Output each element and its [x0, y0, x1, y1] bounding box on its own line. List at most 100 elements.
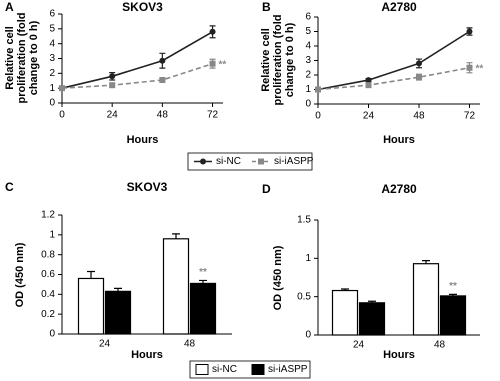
x-tick-label: 0: [315, 111, 321, 122]
y-axis-label: OD (450 nm): [272, 245, 284, 310]
legend-box: [187, 152, 313, 171]
y-tick-label: 0.5: [297, 291, 311, 302]
x-tick-label: 0: [59, 110, 65, 121]
y-tick-label: 1: [305, 253, 311, 264]
bar: [162, 238, 190, 335]
y-tick-label: 4: [49, 38, 55, 49]
y-tick-label: 4: [305, 41, 311, 52]
y-tick-label: 6: [305, 12, 311, 23]
y-axis-label: Relative cell: [260, 28, 272, 92]
x-axis-label: Hours: [127, 134, 159, 146]
y-axis-label: Relative cell: [4, 26, 16, 90]
y-tick-label: 1.5: [297, 215, 311, 226]
y-tick-label: 5: [49, 23, 55, 34]
y-tick-label: 0.6: [41, 269, 55, 280]
marker: [365, 77, 372, 84]
legend-label: si-NC: [212, 364, 237, 375]
marker: [415, 74, 422, 81]
bar: [189, 282, 217, 335]
y-tick-label: 0.8: [41, 249, 55, 260]
error-bar: [172, 233, 180, 239]
y-tick-label: 1: [49, 229, 55, 240]
y-tick-label: 0.4: [41, 289, 55, 300]
x-tick-label: 48: [434, 340, 446, 351]
legend-label: si-iASPP: [274, 156, 314, 167]
bar: [331, 289, 359, 336]
marker: [109, 73, 116, 80]
x-tick-label: 24: [353, 340, 365, 351]
legend-swatch: [195, 364, 209, 375]
marker: [109, 82, 116, 89]
annotation: **: [219, 59, 227, 70]
y-axis-label: proliferation (fold: [272, 14, 284, 105]
marker: [159, 57, 166, 64]
panel-label: C: [5, 180, 14, 194]
marker: [209, 60, 216, 67]
bar: [439, 295, 467, 336]
annotation: **: [449, 281, 457, 292]
bar: [412, 263, 440, 336]
x-tick-label: 48: [413, 111, 425, 122]
y-tick-label: 0: [305, 330, 311, 341]
chart-title: SKOV3: [122, 0, 163, 14]
marker: [209, 28, 216, 35]
y-tick-label: 0: [49, 98, 55, 109]
y-tick-label: 1: [305, 84, 311, 95]
y-tick-label: 0: [49, 329, 55, 340]
x-tick-label: 72: [464, 111, 476, 122]
x-tick-label: 72: [207, 110, 219, 121]
panel-label: A: [5, 0, 14, 14]
y-axis-label: OD (450 nm): [14, 242, 26, 307]
legend-label: si-iASPP: [268, 364, 308, 375]
legend-swatch: [251, 364, 265, 375]
legend-marker: [200, 158, 206, 165]
error-bar: [87, 270, 95, 279]
y-tick-label: 1: [49, 83, 55, 94]
x-tick-label: 48: [184, 339, 196, 350]
y-axis-label: proliferation (fold: [16, 12, 28, 103]
y-tick-label: 3: [49, 53, 55, 64]
marker: [466, 28, 473, 35]
y-tick-label: 1.2: [41, 210, 55, 221]
marker: [315, 86, 321, 93]
chart-title: A2780: [381, 182, 417, 196]
bar: [77, 277, 105, 335]
marker: [415, 60, 422, 67]
y-tick-label: 3: [305, 55, 311, 66]
x-tick-label: 24: [363, 111, 375, 122]
y-axis-label: change to 0 h): [284, 22, 296, 97]
legend-marker: [258, 158, 264, 165]
annotation: **: [475, 63, 483, 74]
marker: [466, 64, 473, 71]
x-axis-label: Hours: [131, 349, 163, 361]
marker: [59, 85, 65, 92]
series-line: [61, 62, 213, 89]
x-tick-label: 24: [99, 339, 111, 350]
marker: [365, 82, 372, 89]
legend-label: si-NC: [216, 156, 241, 167]
y-tick-label: 5: [305, 26, 311, 37]
y-tick-label: 2: [49, 68, 55, 79]
bar: [358, 302, 386, 336]
series-line: [317, 66, 470, 91]
chart-title: A2780: [381, 0, 417, 14]
panel-label: D: [262, 182, 271, 196]
annotation: **: [199, 267, 207, 278]
panel-label: B: [262, 0, 271, 14]
series-line: [61, 31, 213, 89]
x-axis-label: Hours: [383, 134, 415, 146]
y-tick-label: 0.2: [41, 309, 55, 320]
y-tick-label: 0: [305, 99, 311, 110]
x-tick-label: 48: [157, 110, 169, 121]
y-tick-label: 2: [305, 70, 311, 81]
bar: [104, 290, 132, 335]
chart-title: SKOV3: [127, 180, 168, 194]
x-tick-label: 24: [107, 110, 119, 121]
legend-box: [189, 360, 311, 379]
y-tick-label: 6: [49, 9, 55, 20]
x-axis-label: Hours: [383, 349, 415, 361]
y-axis-label: change to 0 h): [28, 20, 40, 95]
marker: [159, 77, 166, 84]
